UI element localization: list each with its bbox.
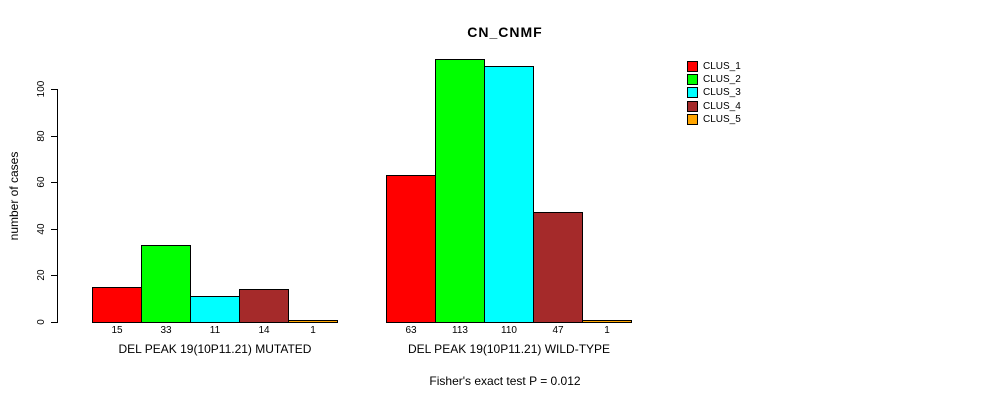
- y-tick-label: 40: [36, 223, 47, 235]
- legend-swatch-icon: [687, 74, 698, 86]
- y-tick-mark: [51, 89, 57, 90]
- bar-clus_4-group1: [239, 289, 289, 323]
- bar-value-label: 1: [604, 325, 610, 336]
- chart-title: CN_CNMF: [467, 24, 543, 40]
- legend-entry-clus_5: CLUS_5: [687, 113, 741, 126]
- y-tick-mark: [51, 229, 57, 230]
- bar-value-label: 63: [405, 325, 417, 336]
- legend-entry-clus_4: CLUS_4: [687, 100, 741, 113]
- bar-clus_5-group2: [582, 320, 632, 323]
- footnote-text: Fisher's exact test P = 0.012: [429, 374, 581, 388]
- legend-entry-clus_2: CLUS_2: [687, 73, 741, 86]
- bar-value-label: 33: [160, 325, 172, 336]
- group-axis-label: DEL PEAK 19(10P11.21) WILD-TYPE: [407, 342, 611, 356]
- legend-label: CLUS_1: [703, 61, 741, 73]
- y-axis-line: [57, 89, 58, 323]
- group-axis-label: DEL PEAK 19(10P11.21) MUTATED: [118, 342, 312, 356]
- legend-label: CLUS_4: [703, 100, 741, 112]
- bar-value-label: 1: [310, 325, 316, 336]
- bar-clus_3-group2: [484, 66, 534, 323]
- y-tick-label: 0: [36, 319, 47, 325]
- legend-swatch-icon: [687, 100, 698, 112]
- bar-clus_4-group2: [533, 212, 583, 323]
- legend-label: CLUS_3: [703, 87, 741, 99]
- legend: CLUS_1 CLUS_2 CLUS_3 CLUS_4 CLUS_5: [687, 60, 741, 126]
- legend-swatch-icon: [687, 61, 698, 73]
- y-axis-label: number of cases: [7, 151, 21, 241]
- legend-label: CLUS_2: [703, 74, 741, 86]
- legend-entry-clus_3: CLUS_3: [687, 86, 741, 99]
- bar-clus_1-group2: [386, 175, 436, 323]
- y-tick-mark: [51, 322, 57, 323]
- y-tick-label: 80: [36, 130, 47, 142]
- legend-entry-clus_1: CLUS_1: [687, 60, 741, 73]
- y-tick-label: 60: [36, 176, 47, 188]
- y-tick-mark: [51, 136, 57, 137]
- bar-value-label: 47: [552, 325, 564, 336]
- bar-value-label: 110: [501, 325, 517, 336]
- y-tick-label: 20: [36, 269, 47, 281]
- bar-value-label: 11: [209, 325, 221, 336]
- y-tick-mark: [51, 182, 57, 183]
- bar-value-label: 14: [258, 325, 270, 336]
- bar-clus_2-group2: [435, 59, 485, 323]
- y-tick-mark: [51, 275, 57, 276]
- bar-clus_1-group1: [92, 287, 142, 323]
- legend-swatch-icon: [687, 87, 698, 99]
- bar-clus_2-group1: [141, 245, 191, 323]
- bar-value-label: 113: [452, 325, 468, 336]
- y-tick-label: 100: [36, 80, 47, 98]
- bar-value-label: 15: [111, 325, 123, 336]
- legend-label: CLUS_5: [703, 113, 741, 125]
- bar-clus_5-group1: [288, 320, 338, 323]
- legend-swatch-icon: [687, 113, 698, 125]
- bar-clus_3-group1: [190, 296, 240, 323]
